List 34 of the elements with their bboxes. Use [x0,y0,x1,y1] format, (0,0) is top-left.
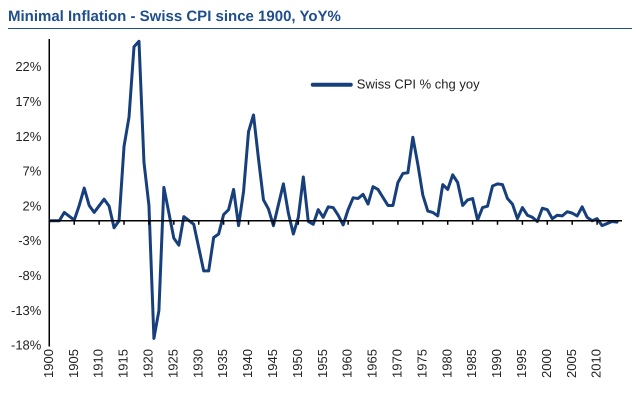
x-tick-label: 1945 [265,349,280,378]
y-tick-label: 22% [15,59,42,74]
x-tick-label: 1910 [90,349,106,378]
y-tick-label: -18% [10,338,42,353]
x-tick-label: 2010 [588,349,604,378]
y-tick-label: 2% [22,198,42,214]
x-tick-label: 1975 [414,349,430,378]
x-tick-label: 1980 [439,349,454,378]
y-tick-label: -13% [10,302,42,318]
x-tick-label: 1965 [364,349,380,378]
y-tick-label: 17% [15,94,42,110]
x-tick-label: 1950 [290,349,305,378]
x-tick-label: 1920 [140,349,156,378]
x-tick-label: 1900 [40,349,56,378]
x-tick-label: 1985 [464,349,480,378]
chart-title: Minimal Inflation - Swiss CPI since 1900, YoY% [8,8,632,29]
x-tick-label: 1960 [340,349,355,378]
x-tick-label: 1935 [215,349,230,378]
x-tick-label: 1930 [190,349,206,378]
x-tick-label: 1905 [66,349,81,378]
x-tick-label: 2000 [538,349,554,378]
x-tick-label: 1925 [165,349,180,378]
x-tick-label: 1955 [314,349,330,378]
y-tick-label: 12% [15,128,42,144]
x-tick-label: 1970 [389,349,404,378]
y-tick-label: 7% [22,164,42,179]
x-tick-label: 2005 [564,349,579,378]
x-tick-label: 1995 [514,349,529,378]
legend-label: Swiss CPI % chg yoy [356,76,480,92]
x-tick-label: 1915 [116,349,131,378]
y-tick-label: -3% [18,233,42,248]
x-tick-label: 1940 [240,349,256,378]
y-tick-label: -8% [18,268,42,284]
x-tick-label: 1990 [489,349,504,378]
